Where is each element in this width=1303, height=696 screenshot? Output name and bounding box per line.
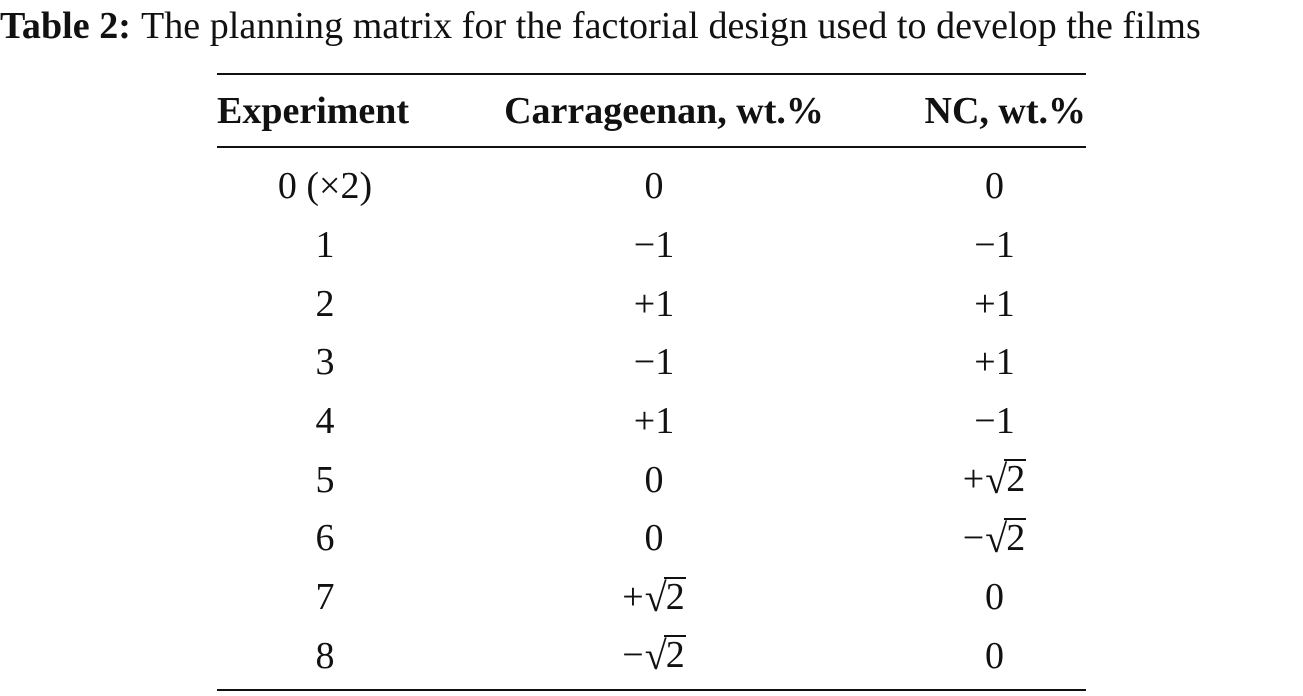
sqrt-expression: +√2 xyxy=(962,456,1027,503)
radical-symbol: √ xyxy=(985,457,1008,503)
cell-nc: +1 xyxy=(974,341,1015,384)
table-row: 2 +1 +1 xyxy=(217,274,1086,333)
cell-nc: −1 xyxy=(974,400,1015,443)
table-row: 1 −1 −1 xyxy=(217,216,1086,275)
table-row: 8 −√2 0 xyxy=(217,627,1086,686)
top-rule xyxy=(217,73,1086,75)
bottom-rule xyxy=(217,689,1086,692)
radical-symbol: √ xyxy=(644,574,667,620)
cell-nc: 0 xyxy=(985,634,1004,677)
table-row: 6 0 −√2 xyxy=(217,509,1086,568)
cell-nc: 0 xyxy=(985,165,1004,208)
cell-experiment: 8 xyxy=(315,634,335,677)
cell-carrageenan: −1 xyxy=(633,224,675,267)
sign: − xyxy=(962,516,985,559)
table-row: 5 0 +√2 xyxy=(217,450,1086,509)
cell-carrageenan: +√2 xyxy=(445,568,883,627)
cell-carrageenan: −1 xyxy=(633,341,675,384)
data-table-body: 0 (×2) 0 0 1 −1 −1 2 +1 +1 3 −1 +1 4 +1 −1 5 0 +√2 6 0 −√2 7 +… xyxy=(217,157,1086,685)
cell-nc: −1 xyxy=(974,224,1015,267)
header-row: Experiment Carrageenan, wt.% NC, wt.% xyxy=(217,75,1086,146)
sign: − xyxy=(622,634,644,677)
cell-carrageenan: −√2 xyxy=(445,627,883,686)
planning-matrix-table: Experiment Carrageenan, wt.% NC, wt.% 0 … xyxy=(217,73,1086,692)
cell-experiment: 2 xyxy=(315,282,335,325)
table-row: 7 +√2 0 xyxy=(217,568,1086,627)
table-caption-text: The planning matrix for the factorial de… xyxy=(140,5,1201,47)
table-caption-label: Table 2: xyxy=(0,5,131,47)
cell-nc: −√2 xyxy=(883,509,1086,568)
cell-experiment: 4 xyxy=(315,400,335,443)
cell-experiment: 3 xyxy=(315,341,335,384)
cell-carrageenan: 0 xyxy=(644,165,664,208)
radical-symbol: √ xyxy=(985,515,1008,561)
sqrt-expression: −√2 xyxy=(962,515,1027,562)
radical-symbol: √ xyxy=(644,633,667,679)
table-row: 4 +1 −1 xyxy=(217,392,1086,451)
radicand: 2 xyxy=(663,634,686,677)
header-rule xyxy=(217,146,1086,148)
cell-nc: +1 xyxy=(974,282,1015,325)
cell-experiment: 0 (×2) xyxy=(277,165,373,208)
sign: + xyxy=(962,458,985,501)
radicand: 2 xyxy=(1004,516,1027,559)
cell-experiment: 5 xyxy=(315,458,335,501)
cell-nc: +√2 xyxy=(883,450,1086,509)
sign: + xyxy=(622,575,644,618)
cell-experiment: 7 xyxy=(315,576,335,619)
data-table: Experiment Carrageenan, wt.% NC, wt.% xyxy=(217,75,1086,146)
cell-experiment: 1 xyxy=(315,224,335,267)
radicand: 2 xyxy=(663,575,686,618)
radicand: 2 xyxy=(1004,458,1027,501)
column-header-nc: NC, wt.% xyxy=(924,89,1086,132)
table-row: 0 (×2) 0 0 xyxy=(217,157,1086,216)
column-header-experiment: Experiment xyxy=(217,89,410,132)
cell-carrageenan: +1 xyxy=(633,400,675,443)
cell-nc: 0 xyxy=(985,576,1004,619)
sqrt-expression: −√2 xyxy=(622,632,686,679)
cell-carrageenan: 0 xyxy=(644,458,664,501)
sqrt-expression: +√2 xyxy=(622,574,686,621)
cell-carrageenan: +1 xyxy=(633,282,675,325)
cell-experiment: 6 xyxy=(315,517,335,560)
column-header-carrageenan: Carrageenan, wt.% xyxy=(504,89,824,132)
cell-carrageenan: 0 xyxy=(644,517,664,560)
table-row: 3 −1 +1 xyxy=(217,333,1086,392)
table-caption: Table 2: The planning matrix for the fact… xyxy=(0,2,1303,50)
